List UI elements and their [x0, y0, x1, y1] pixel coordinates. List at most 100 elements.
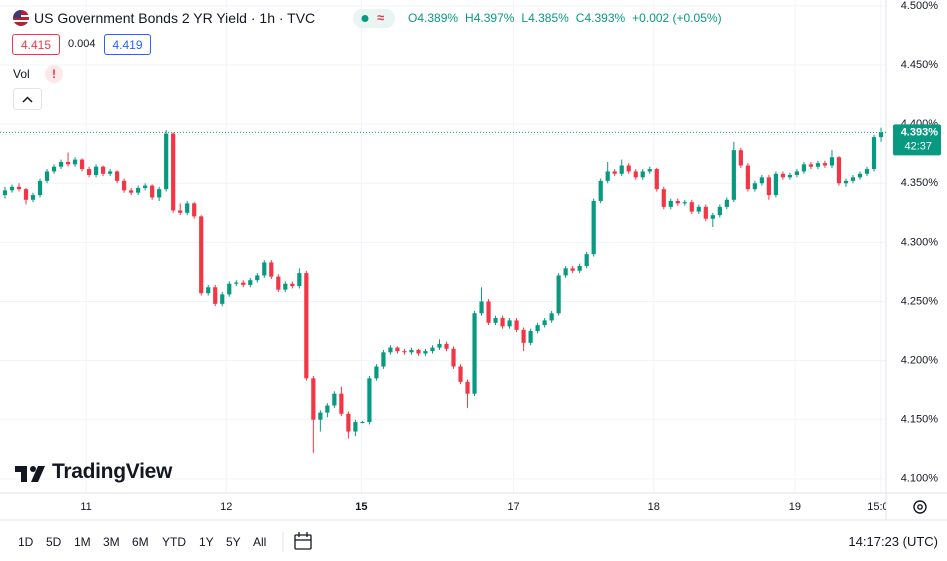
grid — [0, 0, 886, 493]
candle-body — [745, 165, 750, 190]
y-tick-label: 4.300% — [901, 236, 939, 248]
candle-body — [794, 171, 800, 175]
candle-body — [850, 177, 856, 181]
candle-body — [129, 190, 134, 193]
candle-body — [86, 169, 92, 175]
range-button[interactable]: All — [253, 535, 267, 549]
ohlc-item: O4.389% — [408, 11, 459, 25]
candle-body — [402, 351, 407, 353]
candle-body — [829, 157, 835, 166]
last-price-label: 4.393% — [901, 126, 939, 138]
logo-icon — [15, 466, 45, 482]
candle-body — [44, 171, 50, 181]
volume-label: Vol — [13, 67, 30, 81]
ohlc-item: H4.397% — [465, 11, 515, 25]
candle-body — [283, 283, 288, 290]
candle-body — [556, 275, 561, 314]
candle-body — [290, 283, 295, 287]
candle-body — [381, 352, 386, 367]
candle-body — [297, 273, 302, 287]
status-dot — [361, 15, 369, 22]
candle-body — [780, 173, 786, 178]
candle-body — [738, 150, 743, 166]
candle-body — [626, 165, 631, 172]
candle-body — [122, 180, 127, 191]
candle-body — [822, 163, 828, 166]
candle-body — [458, 366, 463, 382]
range-button[interactable]: 1M — [74, 535, 91, 549]
candle-body — [51, 166, 57, 172]
countdown: 42:37 — [904, 140, 932, 152]
ohlc-item: L4.385% — [521, 11, 569, 25]
x-tick-label: 15:00 — [867, 501, 895, 513]
ohlc-item: +0.002 (+0.05%) — [632, 11, 722, 25]
volume-warning[interactable]: ! — [45, 65, 63, 83]
range-button[interactable]: 5D — [46, 535, 62, 549]
candle-body — [395, 347, 400, 352]
candle-body — [605, 171, 610, 181]
candle-body — [136, 187, 141, 193]
candle-body — [472, 313, 477, 394]
settings-button[interactable] — [913, 500, 927, 514]
candle-body — [206, 287, 211, 294]
candle-body — [514, 320, 519, 330]
candle-body — [227, 283, 232, 295]
buy-button[interactable]: 4.419 — [104, 34, 151, 55]
range-button[interactable]: 1D — [18, 535, 34, 549]
ohlc-legend: O4.389% H4.397% L4.385% C4.393% +0.002 (+0.0… — [408, 11, 729, 25]
range-button[interactable]: 1Y — [199, 535, 214, 549]
y-tick-label: 4.500% — [901, 0, 939, 12]
range-button[interactable]: 6M — [132, 535, 149, 549]
candle-body — [353, 422, 358, 432]
y-tick-label: 4.250% — [901, 295, 939, 307]
candle-body — [37, 180, 43, 196]
candle-body — [633, 171, 638, 178]
candle-body — [346, 413, 351, 432]
candle-body — [801, 164, 807, 172]
candle-body — [710, 215, 715, 219]
candle-body — [836, 157, 842, 184]
candle-body — [93, 166, 99, 175]
candle-body — [30, 195, 36, 200]
candle-body — [248, 280, 253, 285]
price-axis: 4.100%4.150%4.200%4.250%4.300%4.350%4.40… — [901, 0, 939, 485]
candle-body — [598, 180, 603, 201]
range-button[interactable]: 3M — [103, 535, 120, 549]
candle-body — [535, 325, 540, 332]
x-tick-label: 11 — [80, 501, 91, 513]
candle-body — [185, 203, 190, 213]
candle-body — [766, 177, 771, 196]
last-price: 4.393% 42:37 — [0, 124, 941, 156]
candle-body — [423, 351, 428, 354]
candle-body — [72, 159, 78, 165]
candle-body — [584, 254, 589, 267]
candle-body — [276, 276, 281, 290]
candle-body — [107, 171, 113, 174]
candle-body — [486, 301, 491, 323]
candle-body — [549, 313, 554, 321]
date-range-button[interactable] — [294, 532, 312, 550]
sell-button[interactable]: 4.415 — [12, 34, 60, 55]
candle-body — [178, 210, 183, 213]
candle-body — [311, 378, 316, 420]
y-tick-label: 4.200% — [901, 354, 939, 366]
candle-body — [528, 331, 533, 343]
collapse-button[interactable] — [13, 88, 42, 110]
candle-body — [220, 294, 225, 304]
candle-body — [479, 301, 484, 314]
candle-body — [325, 405, 330, 413]
candle-body — [864, 169, 870, 174]
range-button[interactable]: 5Y — [226, 535, 241, 549]
candle-body — [65, 161, 71, 165]
x-tick-label: 19 — [789, 501, 801, 513]
last-price-box — [893, 124, 941, 156]
candle-body — [619, 165, 624, 174]
candle-body — [759, 177, 764, 184]
candle-body — [143, 185, 148, 188]
candle-body — [451, 348, 456, 367]
range-button[interactable]: YTD — [162, 535, 186, 549]
candle-body — [2, 190, 8, 196]
candle-body — [444, 344, 449, 349]
